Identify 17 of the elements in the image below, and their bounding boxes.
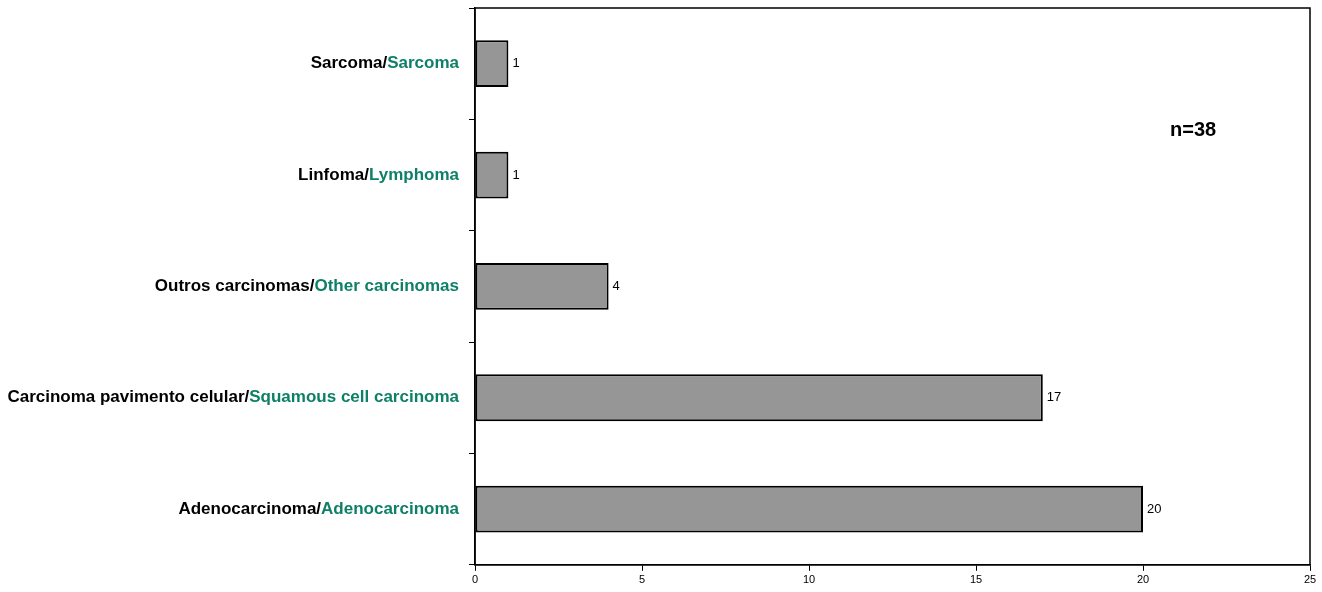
data-label: 20 — [1147, 500, 1162, 516]
y-tick-label: Sarcoma/Sarcoma — [310, 53, 460, 73]
y-tick-label: Outros carcinomas/Other carcinomas — [154, 276, 459, 296]
x-tick-label: 15 — [969, 573, 983, 586]
data-label: 4 — [612, 277, 620, 293]
x-tick-label: 0 — [471, 573, 479, 586]
y-tick-label: Linfoma/Lymphoma — [298, 164, 460, 184]
y-tick-label: Carcinoma pavimento celular/Squamous cell carcinoma — [7, 387, 460, 407]
x-tick-label: 25 — [1303, 573, 1317, 586]
annotation: n=38 — [1170, 117, 1217, 140]
x-tick-label: 5 — [638, 573, 646, 586]
x-tick-label: 20 — [1136, 573, 1150, 586]
data-label: 1 — [512, 55, 520, 71]
y-tick-label: Adenocarcinoma/Adenocarcinoma — [178, 498, 460, 518]
data-label: 1 — [512, 166, 520, 182]
data-label: 17 — [1046, 389, 1062, 405]
x-tick-label: 10 — [802, 573, 816, 586]
